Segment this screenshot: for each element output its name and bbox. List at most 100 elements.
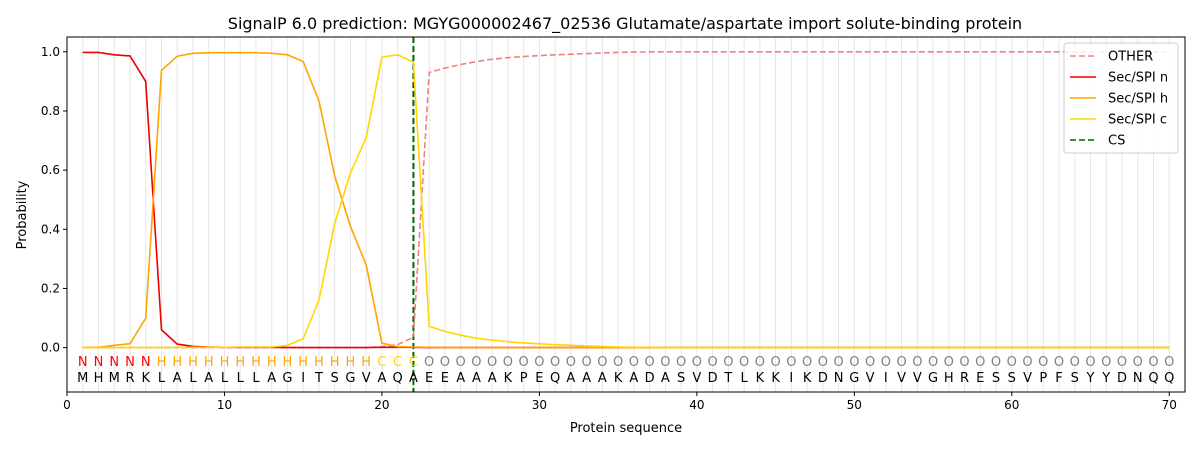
residue-label: L [158,371,166,386]
residue-label: D [645,371,655,386]
x-tick-label: 60 [1004,398,1019,412]
region-label: H [330,355,340,370]
legend-label: OTHER [1108,50,1153,65]
chart-title: SignalP 6.0 prediction: MGYG000002467_02… [228,14,1022,34]
residue-label: D [818,371,828,386]
residue-label: A [488,371,497,386]
region-label: O [424,355,434,370]
residue-label: Q [550,371,560,386]
region-label: O [881,355,891,370]
region-label: O [503,355,513,370]
region-label: C [409,355,418,370]
residue-label: K [141,371,150,386]
x-tick-label: 10 [217,398,232,412]
series-line-sec-spi-h [82,51,1170,349]
region-label: O [629,355,639,370]
region-label: O [597,355,607,370]
region-label: N [78,355,88,370]
region-label: O [802,355,812,370]
y-tick-label: 0.2 [41,281,60,295]
residue-label: K [771,371,780,386]
region-label: O [849,355,859,370]
region-label: O [770,355,780,370]
region-label: O [944,355,954,370]
region-label: N [109,355,119,370]
residue-label: V [1023,371,1032,386]
residue-label: E [441,371,449,386]
region-label: O [566,355,576,370]
residue-label: A [204,371,213,386]
residue-label: H [94,371,104,386]
residue-label: D [708,371,718,386]
residue-label: L [252,371,260,386]
residue-label: H [944,371,954,386]
residue-label: K [504,371,513,386]
region-label: O [833,355,843,370]
x-tick-label: 70 [1162,398,1177,412]
residue-label: A [472,371,481,386]
residue-label: S [992,371,1000,386]
residue-label: M [77,371,88,386]
region-label: O [456,355,466,370]
legend-label: Sec/SPI h [1108,92,1168,107]
residue-label: A [377,371,386,386]
legend: OTHER Sec/SPI n Sec/SPI h Sec/SPI c CS [1063,42,1179,154]
region-label: N [94,355,104,370]
y-tick-label: 0.0 [41,341,60,355]
residue-label: V [866,371,875,386]
region-label: O [707,355,717,370]
residue-label: S [1008,371,1016,386]
residue-label: G [928,371,938,386]
region-label: H [220,355,230,370]
residue-label: S [1071,371,1079,386]
residue-label: P [1039,371,1047,386]
region-label: O [723,355,733,370]
region-label: H [172,355,182,370]
region-label: H [235,355,245,370]
residue-label: L [740,371,748,386]
residue-label: R [960,371,969,386]
region-label: H [298,355,308,370]
residue-label: Q [1148,371,1158,386]
region-label: C [377,355,386,370]
residue-label: A [598,371,607,386]
residue-label: A [173,371,182,386]
residue-label: K [756,371,765,386]
residue-label: G [345,371,355,386]
residue-label: M [109,371,120,386]
region-label: H [204,355,214,370]
region-label: O [487,355,497,370]
residue-label: Q [1164,371,1174,386]
residue-label: E [425,371,433,386]
residue-label: F [1055,371,1062,386]
region-label: O [645,355,655,370]
region-label: H [346,355,356,370]
region-label: O [613,355,623,370]
y-tick-label: 0.8 [41,104,60,118]
series-line-sec-spi-c [82,53,1170,349]
residue-label: E [976,371,984,386]
residue-label: I [884,371,888,386]
residue-label: D [1117,371,1127,386]
y-tick-label: 0.4 [41,222,60,236]
legend-label: Sec/SPI n [1108,71,1168,86]
region-label: N [141,355,151,370]
region-label: O [1164,355,1174,370]
residue-label: L [237,371,245,386]
residue-label: K [614,371,623,386]
region-label: O [660,355,670,370]
residue-label: Q [393,371,403,386]
residue-label: A [267,371,276,386]
region-label: O [755,355,765,370]
region-label: H [361,355,371,370]
residue-label: T [314,371,323,386]
region-label: O [471,355,481,370]
x-tick-label: 50 [847,398,862,412]
region-label: O [1022,355,1032,370]
region-label: O [1070,355,1080,370]
x-axis-ticks: 0 10 20 30 40 50 60 70 [63,392,1177,412]
residue-label: Y [1101,371,1110,386]
series-layer [82,50,1170,349]
